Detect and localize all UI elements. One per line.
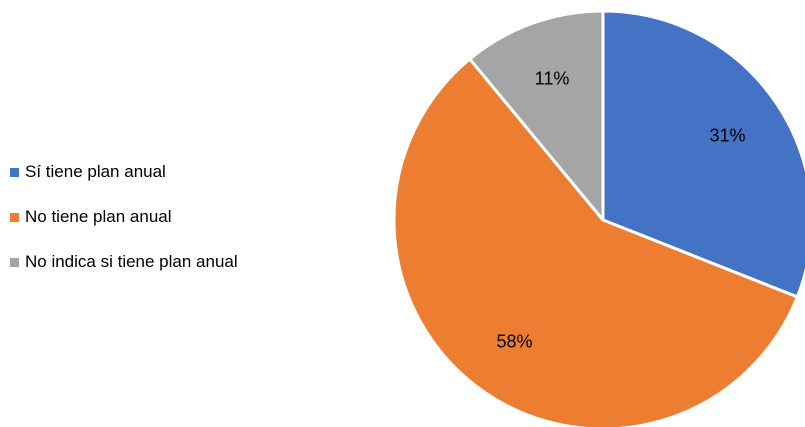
data-label-no-tiene: 58% [497,332,533,352]
legend-item-no-indica: No indica si tiene plan anual [10,250,238,274]
legend-swatch [10,257,19,267]
legend-item-si-tiene: Sí tiene plan anual [10,160,238,184]
pie-slice-si-tiene [601,9,805,299]
legend-swatch [10,212,19,222]
data-label-no-indica: 11% [535,68,570,88]
legend-label: Sí tiene plan anual [25,162,166,181]
pie-slice-no-tiene [392,57,799,427]
pie-slice-no-indica [468,9,605,222]
legend-label: No indica si tiene plan anual [25,252,238,271]
data-label-si-tiene: 31% [709,125,745,145]
chart-legend: Sí tiene plan anual No tiene plan anual … [10,160,238,295]
legend-label: No tiene plan anual [25,207,172,226]
legend-swatch [10,167,19,177]
legend-item-no-tiene: No tiene plan anual [10,205,238,229]
